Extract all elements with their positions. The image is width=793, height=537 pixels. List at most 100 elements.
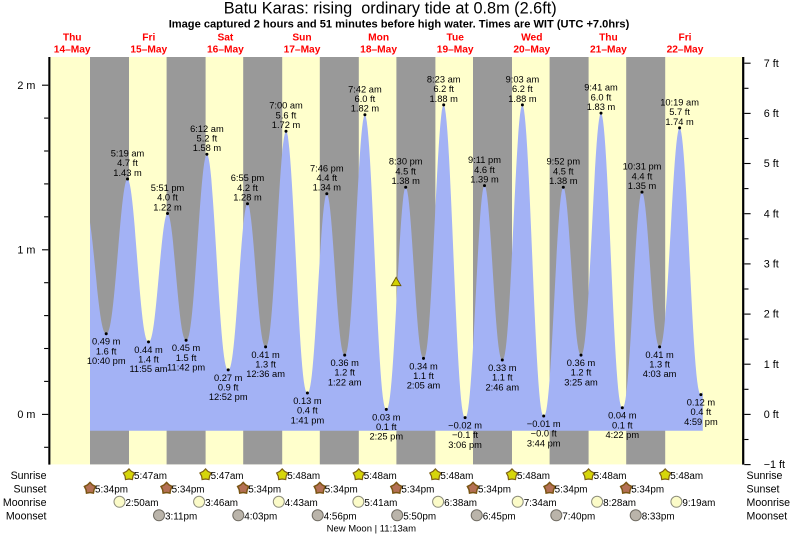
svg-text:8:23 am: 8:23 am: [427, 74, 461, 84]
svg-text:4.4 ft: 4.4 ft: [632, 171, 653, 181]
svg-text:New Moon | 11:13am: New Moon | 11:13am: [327, 524, 417, 535]
svg-text:1.3 ft: 1.3 ft: [649, 360, 670, 370]
svg-text:4:03pm: 4:03pm: [244, 511, 277, 522]
svg-text:4 ft: 4 ft: [764, 208, 779, 220]
svg-text:1.39 m: 1.39 m: [470, 175, 499, 185]
svg-text:0.03 m: 0.03 m: [372, 412, 401, 422]
svg-text:5:34pm: 5:34pm: [631, 484, 664, 495]
svg-text:5:34pm: 5:34pm: [401, 484, 434, 495]
svg-text:1.4 ft: 1.4 ft: [138, 355, 159, 365]
svg-text:6:12 am: 6:12 am: [190, 124, 224, 134]
svg-text:0.1 ft: 0.1 ft: [612, 420, 633, 430]
svg-text:Moonrise: Moonrise: [3, 497, 47, 509]
svg-text:3:25 am: 3:25 am: [564, 377, 598, 387]
svg-text:0.36 m: 0.36 m: [330, 358, 359, 368]
svg-text:9:41 am: 9:41 am: [584, 83, 618, 93]
svg-text:1.5 ft: 1.5 ft: [176, 353, 197, 363]
svg-text:9:52 pm: 9:52 pm: [547, 157, 581, 167]
svg-text:1.83 m: 1.83 m: [587, 102, 616, 112]
svg-text:1 ft: 1 ft: [764, 359, 779, 371]
svg-text:10:31 pm: 10:31 pm: [623, 162, 662, 172]
svg-text:3:46am: 3:46am: [205, 498, 238, 509]
svg-text:Sunset: Sunset: [14, 483, 47, 495]
svg-text:4.5 ft: 4.5 ft: [553, 166, 574, 176]
svg-text:0.36 m: 0.36 m: [567, 358, 596, 368]
svg-text:1.38 m: 1.38 m: [549, 176, 578, 186]
svg-text:3:11pm: 3:11pm: [165, 511, 197, 522]
svg-text:1.72 m: 1.72 m: [272, 120, 301, 130]
svg-text:Sun: Sun: [292, 33, 311, 44]
svg-text:5.7 ft: 5.7 ft: [669, 107, 690, 117]
svg-text:5.2 ft: 5.2 ft: [197, 134, 218, 144]
svg-text:Sat: Sat: [217, 33, 233, 44]
svg-text:6.0 ft: 6.0 ft: [591, 92, 612, 102]
svg-text:Fri: Fri: [142, 33, 155, 44]
svg-text:0.34 m: 0.34 m: [409, 361, 438, 371]
svg-text:19–May: 19–May: [437, 45, 474, 56]
svg-text:7:00 am: 7:00 am: [269, 101, 303, 111]
svg-text:18–May: 18–May: [360, 45, 397, 56]
svg-text:Batu Karas: rising ordinary t: Batu Karas: rising ordinary tide at 0.8m…: [224, 0, 557, 17]
svg-text:5:48am: 5:48am: [517, 471, 550, 482]
svg-text:Wed: Wed: [521, 33, 542, 44]
svg-text:3 ft: 3 ft: [764, 259, 779, 271]
svg-text:1.2 ft: 1.2 ft: [334, 368, 355, 378]
svg-text:0.4 ft: 0.4 ft: [691, 407, 712, 417]
svg-text:6:38am: 6:38am: [444, 498, 477, 509]
svg-text:Image captured 2 hours and 51: Image captured 2 hours and 51 minutes be…: [169, 19, 630, 31]
svg-text:1:41 pm: 1:41 pm: [291, 415, 325, 425]
svg-text:0.4 ft: 0.4 ft: [297, 406, 318, 416]
svg-text:3:44 pm: 3:44 pm: [527, 438, 561, 448]
svg-text:9:03 am: 9:03 am: [506, 74, 540, 84]
svg-text:0.12 m: 0.12 m: [687, 398, 716, 408]
svg-text:7:40pm: 7:40pm: [562, 511, 595, 522]
svg-text:6 ft: 6 ft: [764, 108, 779, 120]
svg-text:0.27 m: 0.27 m: [214, 373, 243, 383]
svg-text:6.0 ft: 6.0 ft: [355, 94, 376, 104]
svg-text:11:42 pm: 11:42 pm: [167, 363, 205, 373]
svg-text:5:34pm: 5:34pm: [172, 484, 205, 495]
svg-text:3:06 pm: 3:06 pm: [448, 440, 482, 450]
svg-text:0.13 m: 0.13 m: [293, 396, 322, 406]
svg-text:1.88 m: 1.88 m: [429, 94, 458, 104]
svg-text:5:41am: 5:41am: [364, 498, 397, 509]
svg-text:5 ft: 5 ft: [764, 158, 779, 170]
svg-text:8:30 pm: 8:30 pm: [389, 157, 423, 167]
svg-text:6.2 ft: 6.2 ft: [433, 84, 454, 94]
svg-text:22–May: 22–May: [667, 45, 704, 56]
svg-text:12:52 pm: 12:52 pm: [209, 392, 248, 402]
svg-text:0.41 m: 0.41 m: [645, 350, 674, 360]
svg-text:5:34pm: 5:34pm: [325, 484, 358, 495]
svg-text:2:05 am: 2:05 am: [407, 381, 441, 391]
svg-text:9:11 pm: 9:11 pm: [468, 155, 501, 165]
svg-text:15–May: 15–May: [130, 45, 167, 56]
svg-text:4:03 am: 4:03 am: [643, 369, 677, 379]
svg-text:0 ft: 0 ft: [764, 409, 779, 421]
svg-text:1.88 m: 1.88 m: [508, 94, 537, 104]
svg-text:4.7 ft: 4.7 ft: [117, 158, 138, 168]
svg-text:1.1 ft: 1.1 ft: [413, 371, 434, 381]
svg-text:1.28 m: 1.28 m: [233, 193, 262, 203]
svg-text:Moonset: Moonset: [6, 510, 47, 522]
svg-text:4.5 ft: 4.5 ft: [395, 166, 416, 176]
svg-text:Sunrise: Sunrise: [747, 470, 783, 482]
svg-text:11:55 am: 11:55 am: [129, 364, 167, 374]
svg-text:0.9 ft: 0.9 ft: [218, 383, 239, 393]
svg-text:1.22 m: 1.22 m: [153, 202, 182, 212]
svg-text:−0.02 m: −0.02 m: [448, 421, 482, 431]
svg-text:7:46 pm: 7:46 pm: [310, 163, 344, 173]
svg-text:14–May: 14–May: [54, 45, 91, 56]
svg-text:10:40 pm: 10:40 pm: [87, 356, 126, 366]
svg-text:5:34pm: 5:34pm: [95, 484, 128, 495]
svg-text:1.58 m: 1.58 m: [193, 143, 222, 153]
svg-text:6:45pm: 6:45pm: [483, 511, 516, 522]
svg-text:9:19am: 9:19am: [682, 498, 715, 509]
svg-text:5:47am: 5:47am: [134, 471, 167, 482]
svg-text:8:28am: 8:28am: [603, 498, 636, 509]
svg-text:4.6 ft: 4.6 ft: [474, 165, 495, 175]
svg-text:4.0 ft: 4.0 ft: [157, 193, 178, 203]
svg-text:1.74 m: 1.74 m: [665, 117, 694, 127]
svg-text:5:34pm: 5:34pm: [248, 484, 281, 495]
svg-text:5:48am: 5:48am: [670, 471, 703, 482]
svg-text:0.41 m: 0.41 m: [251, 350, 280, 360]
